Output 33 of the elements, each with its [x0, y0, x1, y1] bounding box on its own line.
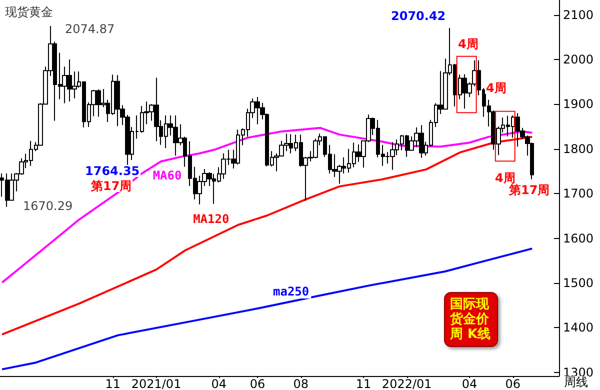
y-tick-label: 1900: [563, 97, 594, 112]
series-label: MA120: [193, 212, 230, 226]
x-tick-label: 08: [293, 377, 308, 390]
y-tick-label: 2000: [563, 52, 594, 66]
annotation: 1670.29: [23, 199, 73, 213]
series-label: MA60: [152, 168, 182, 182]
chart-title: 现货黄金: [5, 5, 53, 19]
annotation: 第17周: [90, 179, 132, 193]
y-tick-label: 1800: [563, 142, 594, 156]
annotation: 国际现货金价周 K线: [449, 297, 491, 342]
annotation: 1764.35: [85, 164, 140, 178]
x-tick-label: 2021/01: [131, 377, 182, 390]
y-tick-label: 1500: [563, 276, 594, 290]
annotation: 4周: [495, 171, 516, 185]
annotation: 2074.87: [65, 22, 115, 36]
x-tick-label: 04: [211, 377, 227, 390]
y-tick-label: 1700: [563, 186, 594, 201]
x-tick-label: 06: [505, 377, 521, 390]
series-label: ma250: [272, 284, 310, 299]
y-tick-label: 2100: [563, 8, 594, 22]
x-tick-label: 06: [250, 377, 266, 390]
y-tick-label: 1600: [563, 231, 594, 246]
annotation: 2070.42: [391, 9, 446, 23]
text: 周线: [564, 375, 588, 389]
annotation: 4周: [486, 81, 506, 95]
x-tick-label: 04: [462, 377, 478, 390]
x-tick-label: 11: [356, 377, 372, 390]
x-tick-label: 2022/01: [382, 377, 432, 390]
x-tick-label: 11: [105, 377, 121, 390]
line-series: [1, 248, 534, 370]
annotation: 4周: [458, 37, 478, 51]
annotation: 第17周: [508, 183, 550, 197]
y-tick-label: 1400: [563, 320, 594, 335]
